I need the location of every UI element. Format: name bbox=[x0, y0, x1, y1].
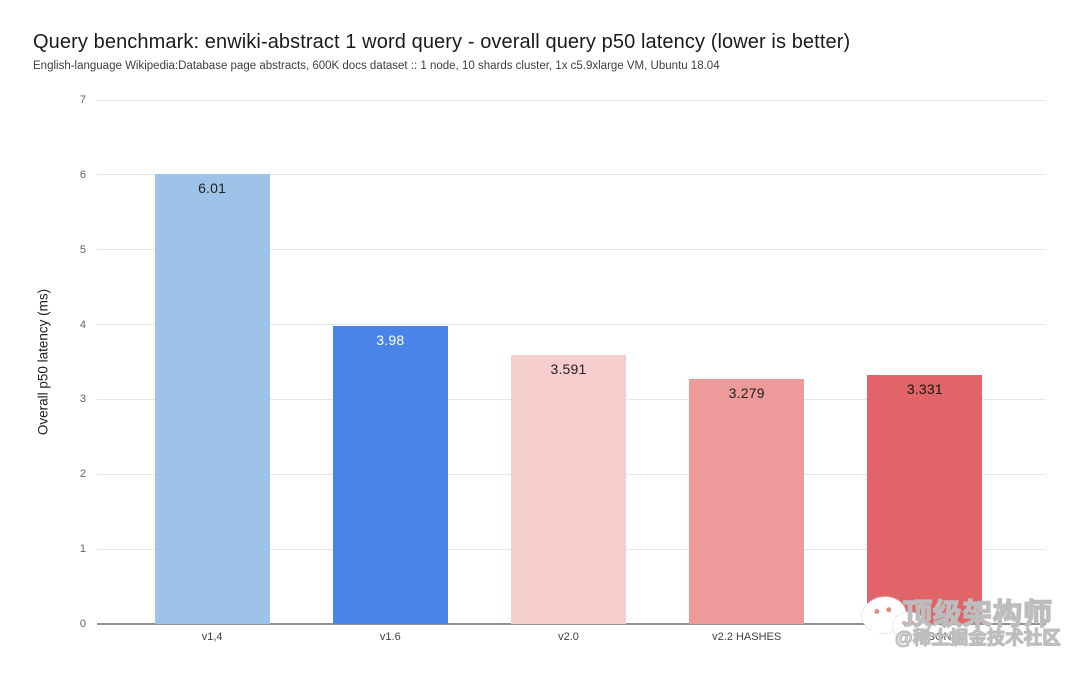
bar: 3.279 bbox=[689, 378, 805, 624]
x-category-label: v2.0 bbox=[558, 631, 579, 643]
x-category-label: v2.2 JSON bbox=[898, 631, 952, 643]
bar: 3.591 bbox=[511, 355, 626, 624]
y-tick-label: 1 bbox=[79, 543, 86, 556]
gridline bbox=[97, 324, 1046, 326]
gridline bbox=[97, 249, 1046, 251]
y-tick-label: 5 bbox=[79, 243, 86, 256]
y-tick-label: 0 bbox=[79, 618, 86, 630]
bar-value-label: 3.98 bbox=[376, 332, 405, 349]
gridline bbox=[97, 99, 1046, 101]
bar-value-label: 6.01 bbox=[198, 180, 227, 197]
y-tick-label: 3 bbox=[79, 393, 86, 406]
y-tick-label: 7 bbox=[79, 94, 86, 106]
chart-title: Query benchmark: enwiki-abstract 1 word … bbox=[33, 31, 851, 53]
bar-value-label: 3.591 bbox=[550, 361, 587, 378]
bar-value-label: 3.279 bbox=[728, 384, 765, 401]
bar: 6.01 bbox=[154, 174, 270, 624]
y-axis: 0 1 2 3 4 5 6 7 bbox=[0, 94, 86, 630]
plot-area: 6.01 v1,4 3.98 v1.6 3.591 v2.0 3.279 v2.2 HASHE… bbox=[97, 99, 1046, 643]
bar: 3.98 bbox=[332, 326, 448, 624]
gridline bbox=[97, 174, 1046, 176]
y-tick-label: 2 bbox=[79, 468, 86, 481]
chart-subtitle: English-language Wikipedia:Database page… bbox=[33, 60, 720, 72]
x-category-label: v1,4 bbox=[201, 631, 223, 643]
bar-value-label: 3.331 bbox=[906, 380, 943, 397]
x-category-label: v1.6 bbox=[379, 631, 401, 643]
y-tick-label: 6 bbox=[79, 168, 86, 181]
x-axis-baseline bbox=[97, 623, 1046, 625]
y-tick-label: 4 bbox=[79, 318, 86, 331]
bar: 3.331 bbox=[867, 374, 983, 624]
x-category-label: v2.2 HASHES bbox=[712, 631, 782, 643]
